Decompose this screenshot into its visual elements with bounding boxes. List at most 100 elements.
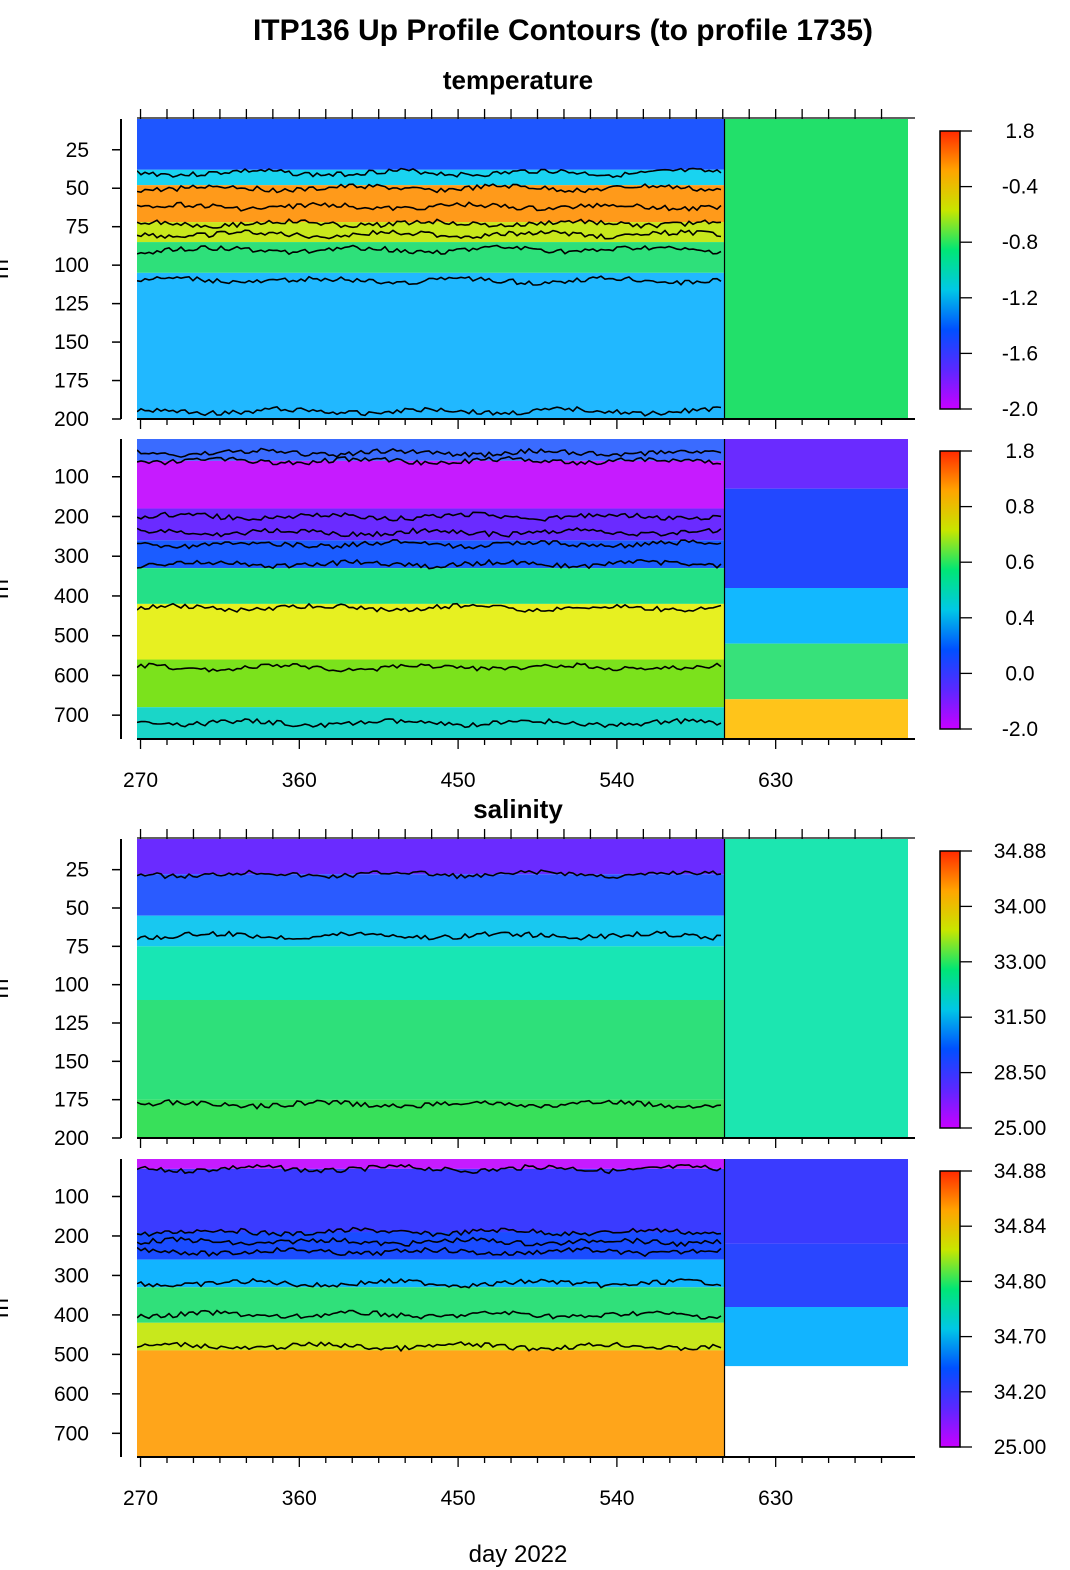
heatmap-after-band: [724, 643, 908, 700]
contour-line: [137, 1277, 722, 1289]
colorbar-label: 0.8: [1005, 496, 1034, 519]
contour-line: [137, 218, 722, 229]
y-tick-label: 25: [66, 859, 89, 882]
contour-line: [137, 1226, 722, 1238]
y-tick-label: 100: [54, 466, 89, 489]
x-tick-label: 540: [599, 769, 634, 792]
colorbar: [939, 130, 961, 410]
y-tick-label: 200: [54, 1225, 89, 1248]
colorbar-label: 25.00: [994, 1117, 1047, 1140]
colorbar-label: 1.8: [1005, 440, 1034, 463]
y-axis-label: m: [0, 979, 14, 999]
y-tick-label: 75: [66, 216, 89, 239]
heatmap-after-band: [724, 1307, 908, 1367]
contour-line: [137, 1163, 722, 1175]
colorbar-label: 28.50: [994, 1062, 1047, 1085]
contour-line: [137, 602, 722, 613]
y-axis-label: m: [0, 1298, 14, 1318]
y-tick-label: 125: [54, 1012, 89, 1035]
heatmap-band: [137, 119, 725, 170]
y-tick-label: 175: [54, 1089, 89, 1112]
heatmap-band: [137, 568, 725, 604]
contour-line: [137, 405, 722, 417]
heatmap-after-band: [724, 588, 908, 644]
colorbar-label: -0.4: [1002, 176, 1039, 199]
y-tick-label: 400: [54, 585, 89, 608]
x-tick-label: 540: [599, 1487, 634, 1510]
heatmap-band: [137, 185, 725, 223]
x-tick-label: 270: [123, 1487, 158, 1510]
heatmap-band: [137, 1159, 725, 1169]
heatmap-band: [137, 915, 725, 947]
contour-line: [137, 447, 722, 459]
section-title-temperature: temperature: [443, 65, 593, 95]
y-tick-label: 600: [54, 664, 89, 687]
heatmap-field: [137, 119, 908, 419]
heatmap-after-band: [724, 439, 908, 489]
x-tick-label: 630: [758, 769, 793, 792]
colorbar-label: 34.80: [994, 1270, 1047, 1293]
colorbar-label: 1.8: [1005, 120, 1034, 143]
panel-temperature-upper: 25 50 75 100 125 150 175 200 m 1.8 -0.4 -0.8 -1.2 -1.…: [0, 109, 1038, 431]
y-tick-label: 100: [54, 974, 89, 997]
section-title-salinity: salinity: [473, 794, 563, 824]
x-tick-label: 360: [282, 769, 317, 792]
contour-line: [137, 244, 722, 256]
contour-line: [137, 511, 722, 522]
heatmap-band: [137, 439, 725, 461]
contour-line: [137, 717, 722, 729]
contour-line: [137, 1341, 722, 1353]
chart-title: ITP136 Up Profile Contours (to profile 1…: [253, 14, 873, 47]
colorbar-label: 0.0: [1005, 662, 1034, 685]
heatmap-after-band: [724, 119, 908, 419]
heatmap-band: [137, 1287, 725, 1323]
contour-line: [137, 558, 722, 570]
heatmap-after-band: [724, 488, 908, 589]
contour-line: [137, 1246, 722, 1258]
heatmap-band: [137, 707, 725, 739]
colorbar-label: 34.88: [994, 1160, 1047, 1183]
colorbar-label: -2.0: [1002, 398, 1038, 421]
contour-line: [137, 275, 722, 286]
y-axis-label: m: [0, 579, 14, 599]
contour-line: [137, 201, 722, 212]
x-tick-label: 450: [441, 769, 476, 792]
colorbar: [939, 850, 961, 1129]
y-tick-label: 500: [54, 1343, 89, 1366]
colorbar: [939, 1170, 961, 1448]
heatmap-band: [137, 1259, 725, 1288]
x-tick-label: 360: [282, 1487, 317, 1510]
heatmap-field: [137, 1159, 908, 1457]
y-tick-label: 175: [54, 370, 89, 393]
y-tick-label: 300: [54, 1264, 89, 1287]
panel-salinity-upper: 25 50 75 100 125 150 175 200 m 34.88 34.00 33.00 31.…: [0, 829, 1046, 1150]
contour-line: [137, 1099, 722, 1110]
contour-line: [137, 662, 722, 673]
colorbar-label: 0.4: [1005, 607, 1035, 630]
colorbar: [939, 450, 961, 730]
heatmap-band: [137, 839, 725, 875]
x-axis-label: day 2022: [469, 1541, 568, 1568]
y-tick-label: 400: [54, 1304, 89, 1327]
contour-line: [137, 527, 722, 538]
colorbar-label: 34.20: [994, 1381, 1047, 1404]
colorbar-label: 34.84: [994, 1215, 1047, 1238]
heatmap-field: [137, 439, 908, 739]
colorbar-label: 0.6: [1005, 551, 1034, 574]
y-tick-label: 200: [54, 505, 89, 528]
y-tick-label: 500: [54, 625, 89, 648]
y-tick-label: 150: [54, 331, 89, 354]
x-tick-label: 270: [123, 769, 158, 792]
y-tick-label: 50: [66, 897, 89, 920]
colorbar-label: 34.00: [994, 895, 1047, 918]
y-tick-label: 200: [54, 408, 89, 431]
heatmap-band: [137, 1350, 725, 1457]
contour-line: [137, 229, 722, 240]
heatmap-band: [137, 946, 725, 1000]
heatmap-band: [137, 272, 725, 419]
heatmap-field: [137, 839, 908, 1138]
heatmap-after-band: [724, 1159, 908, 1244]
colorbar-label: 34.70: [994, 1326, 1047, 1349]
x-tick-label: 630: [758, 1487, 793, 1510]
colorbar-label: -2.0: [1002, 718, 1038, 741]
